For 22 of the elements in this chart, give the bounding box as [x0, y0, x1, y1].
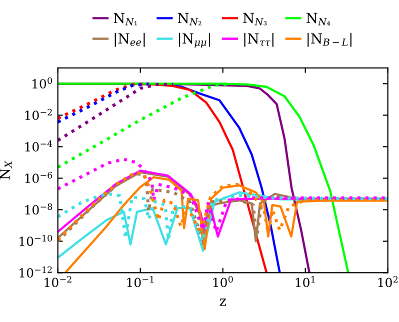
y-tick-label: 10$^{−6}$	[25, 172, 52, 184]
x-tick-label: 10$^{−1}$	[127, 276, 154, 288]
legend-label: |N$_{B−L}$|	[308, 32, 352, 47]
x-tick-label: 10$^{0}$	[213, 276, 233, 288]
y-tick-label: 10$^{−2}$	[25, 108, 52, 120]
x-tick-label: 10$^{1}$	[296, 276, 315, 288]
x-tick-label: 10$^{−2}$	[44, 276, 72, 288]
x-tick-label: 10$^{2}$	[378, 276, 398, 288]
legend-label: N$_{N₁}$	[114, 12, 137, 26]
legend-label: |N$_{ee}$|	[114, 32, 145, 47]
y-tick-label: 10$^{−10}$	[20, 234, 52, 246]
legend-label: N$_{N₃}$	[243, 12, 267, 26]
y-tick-label: 10$^{−8}$	[25, 203, 52, 215]
y-tick-label: 10$^{0}$	[32, 77, 52, 89]
x-axis-title: z	[220, 298, 226, 306]
legend-label: N$_{N₄}$	[306, 12, 330, 26]
legend-label: N$_{N₂}$	[178, 12, 202, 26]
y-axis-title: N$_{X}$	[0, 160, 12, 180]
y-tick-label: 10$^{−4}$	[25, 140, 52, 152]
legend-label: |N$_{ττ}$|	[244, 32, 274, 47]
y-tick-label: 10$^{−12}$	[20, 266, 52, 278]
legend-label: |N$_{μμ}$|	[178, 32, 210, 48]
